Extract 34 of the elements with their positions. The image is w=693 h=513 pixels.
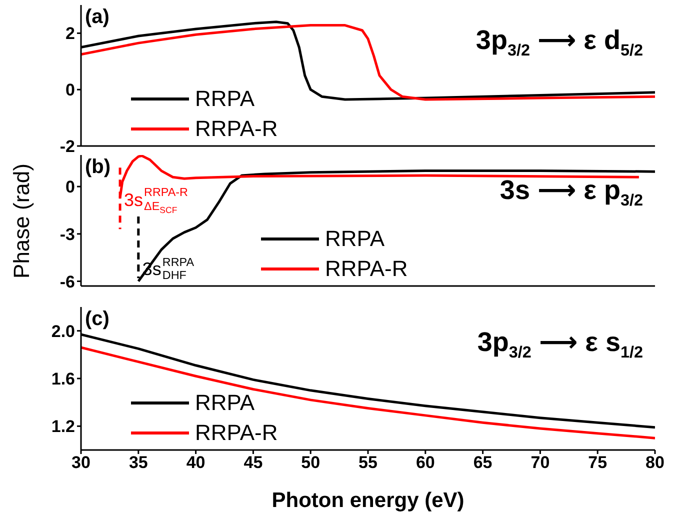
y-tick-label: -2	[60, 137, 75, 156]
x-tick-label: 65	[473, 453, 492, 472]
text: 3s ⟶ ε p$_{3/2}$	[500, 175, 643, 210]
y-tick-label: 0	[66, 80, 75, 100]
x-tick-label: 60	[416, 453, 435, 472]
x-tick-label: 75	[588, 453, 608, 472]
y-tick-label: 2.0	[51, 322, 75, 341]
legend-label: RRPA-R	[195, 116, 278, 142]
legend-label: RRPA-R	[325, 256, 408, 282]
x-tick-label: 45	[244, 453, 263, 472]
y-tick-label: -3	[60, 224, 75, 244]
y-axis-title: Phase (rad)	[9, 163, 35, 278]
x-tick-label: 80	[646, 453, 664, 472]
legend-label: RRPA	[195, 390, 254, 416]
annotation: (a)	[85, 6, 110, 28]
y-tick-label: 2	[66, 24, 75, 44]
legend-label: RRPA	[325, 226, 384, 252]
y-tick-label: 0	[66, 178, 75, 197]
y-tick-label: 1.2	[51, 417, 75, 436]
x-tick-label: 30	[72, 453, 90, 472]
annotation: (c)	[85, 308, 110, 330]
x-tick-label: 50	[301, 453, 320, 472]
legend-label: RRPA-R	[195, 420, 278, 446]
annotation: (b)	[85, 156, 111, 178]
text: 3p$_{3/2}$ ⟶ ε s$_{1/2}$	[477, 327, 643, 362]
legend-label: RRPA	[195, 86, 254, 112]
y-tick-label: 1.6	[51, 370, 75, 389]
text: 3p$_{3/2}$ ⟶ ε d$_{5/2}$	[476, 25, 643, 60]
y-tick-label: -6	[60, 272, 75, 292]
x-tick-label: 70	[530, 453, 550, 472]
x-tick-label: 35	[128, 453, 148, 472]
x-axis-title: Photon energy (eV)	[272, 489, 464, 512]
x-tick-label: 40	[186, 453, 206, 472]
x-tick-label: 55	[358, 453, 378, 472]
